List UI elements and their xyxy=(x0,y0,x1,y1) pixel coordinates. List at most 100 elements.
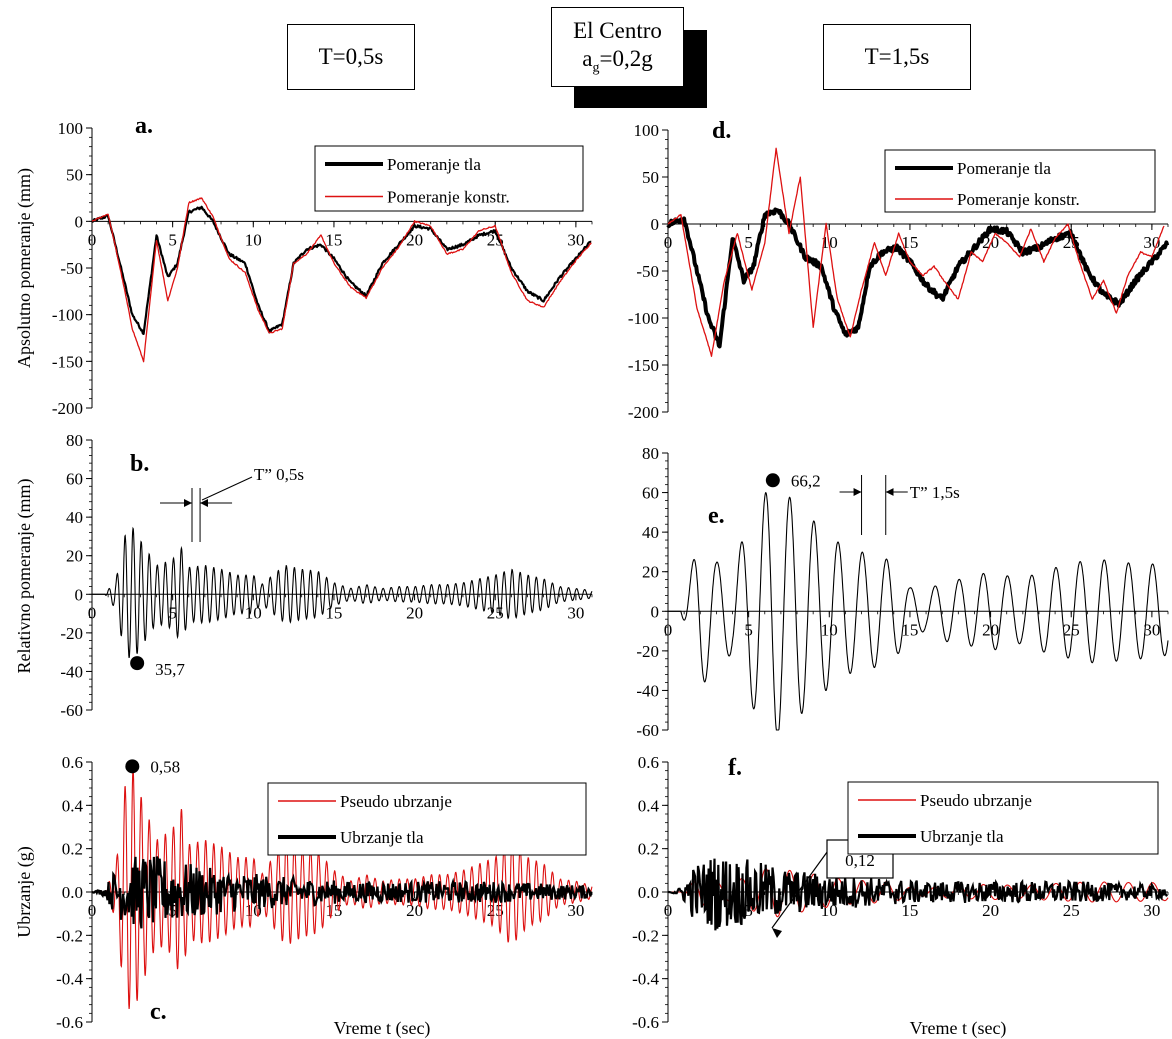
legend-entry: Pseudo ubrzanje xyxy=(920,791,1032,810)
x-tick-label: 10 xyxy=(821,620,838,639)
peak-value-label: 35,7 xyxy=(155,660,185,679)
series-line-relative-displacement xyxy=(668,491,1169,731)
y-tick-label: 0.0 xyxy=(638,883,659,902)
y-tick-label: -200 xyxy=(52,399,83,418)
y-tick-label: 100 xyxy=(58,119,84,138)
y-tick-label: -20 xyxy=(636,642,659,661)
legend-box xyxy=(884,149,1156,213)
series-line-pseudo-acceleration xyxy=(92,769,593,1010)
pga-value: =0,2g xyxy=(599,45,653,71)
y-tick-label: 60 xyxy=(642,484,659,503)
y-tick-label: -0.4 xyxy=(56,970,83,989)
panel-letter: d. xyxy=(712,118,731,144)
period-box-right: T=1,5s xyxy=(823,24,971,90)
y-tick-label: -0.6 xyxy=(632,1013,659,1032)
legend: Pomeranje tla Pomeranje konstr. xyxy=(884,149,1156,213)
y-tick-label: 50 xyxy=(66,166,83,185)
x-tick-label: 10 xyxy=(245,603,262,622)
y-axis-label: Relativno pomeranje (mm) xyxy=(14,479,35,674)
y-tick-label: 40 xyxy=(66,508,83,527)
x-tick-label: 15 xyxy=(901,233,918,252)
series-line-ground-acceleration xyxy=(668,858,1168,931)
y-tick-label: 0 xyxy=(651,215,660,234)
x-tick-label: 0 xyxy=(88,901,97,920)
x-tick-label: 5 xyxy=(744,233,753,252)
peak-marker xyxy=(125,759,140,774)
x-tick-label: 20 xyxy=(982,901,999,920)
x-tick-label: 20 xyxy=(406,603,423,622)
legend-entry: Ubrzanje tla xyxy=(920,827,1004,846)
x-tick-label: 5 xyxy=(168,603,177,622)
x-tick-label: 10 xyxy=(245,230,262,249)
series-line-ground xyxy=(666,207,1170,349)
legend-entry: Pomeranje tla xyxy=(957,159,1051,178)
x-tick-label: 0 xyxy=(88,230,97,249)
x-tick-label: 20 xyxy=(982,620,999,639)
pga-symbol: a xyxy=(582,45,593,71)
panel-letter: b. xyxy=(130,451,149,477)
y-tick-label: -50 xyxy=(60,259,83,278)
annotation-arrow xyxy=(771,847,831,929)
x-tick-label: 30 xyxy=(567,230,584,249)
x-tick-label: 30 xyxy=(1143,620,1160,639)
y-tick-label: 0.4 xyxy=(62,796,84,815)
y-tick-label: -40 xyxy=(60,662,83,681)
y-tick-label: -0.6 xyxy=(56,1013,83,1032)
series-line-relative-displacement xyxy=(92,526,593,659)
panel-letter: f. xyxy=(728,755,742,781)
legend-box xyxy=(267,782,587,856)
y-tick-label: -200 xyxy=(628,403,659,422)
y-tick-label: -60 xyxy=(636,721,659,740)
y-tick-label: 20 xyxy=(66,547,83,566)
y-tick-label: -50 xyxy=(636,262,659,281)
y-tick-label: 60 xyxy=(66,470,83,489)
chart-a: -200 -150 -100 -50 0 50 100 0 5 10 15 20 25 30 Apsolut… xyxy=(14,113,593,418)
y-tick-label: 0.2 xyxy=(62,840,83,859)
panel-letter: e. xyxy=(708,503,725,529)
panel-letter: a. xyxy=(135,113,153,139)
x-axis-label: Vreme t (sec) xyxy=(334,1018,431,1039)
legend-box xyxy=(847,781,1159,855)
legend: Pseudo ubrzanje Ubrzanje tla xyxy=(267,782,587,856)
peak-value-label: 0,12 xyxy=(845,851,875,870)
period-label: T” 0,5s xyxy=(254,465,304,484)
x-tick-label: 0 xyxy=(664,233,673,252)
y-tick-label: 0 xyxy=(75,212,84,231)
x-tick-label: 0 xyxy=(664,620,673,639)
y-tick-label: 0 xyxy=(651,602,660,621)
series-line-structure xyxy=(667,147,1165,357)
y-tick-label: 0.6 xyxy=(62,753,83,772)
period-label: T” 1,5s xyxy=(910,483,960,502)
chart-c: -0.6-0.4-0.20.00.20.40.60 5 10 15 20 25 30Ubrz… xyxy=(14,753,593,1039)
x-tick-label: 25 xyxy=(1063,901,1080,920)
legend-entry: Pomeranje konstr. xyxy=(387,188,510,207)
x-tick-label: 25 xyxy=(1063,620,1080,639)
y-tick-label: 0.2 xyxy=(638,840,659,859)
y-axis-label: Ubrzanje (g) xyxy=(14,846,35,937)
peak-value-label: 0,58 xyxy=(150,757,180,776)
x-tick-label: 30 xyxy=(567,603,584,622)
y-tick-label: -60 xyxy=(60,701,83,720)
x-tick-label: 30 xyxy=(1143,901,1160,920)
chart-f: -0.6-0.4-0.20.00.20.40.60 5 10 15 20 25 30Vrem… xyxy=(632,753,1169,1039)
y-tick-label: -0.4 xyxy=(632,970,659,989)
x-tick-label: 0 xyxy=(664,901,673,920)
x-tick-label: 15 xyxy=(901,901,918,920)
x-tick-label: 15 xyxy=(325,603,342,622)
y-tick-label: 100 xyxy=(634,121,660,140)
y-tick-label: -0.2 xyxy=(56,926,83,945)
legend-entry: Pomeranje tla xyxy=(387,155,481,174)
period-right-label: T=1,5s xyxy=(864,44,930,70)
record-pga: ag=0,2g xyxy=(582,45,652,77)
legend-entry: Pomeranje konstr. xyxy=(957,190,1080,209)
y-tick-label: 80 xyxy=(66,431,83,450)
y-tick-label: -100 xyxy=(52,306,83,325)
x-tick-label: 30 xyxy=(567,901,584,920)
series-line-ground xyxy=(91,205,592,335)
x-tick-label: 5 xyxy=(168,230,177,249)
x-tick-label: 20 xyxy=(406,230,423,249)
y-tick-label: 40 xyxy=(642,523,659,542)
